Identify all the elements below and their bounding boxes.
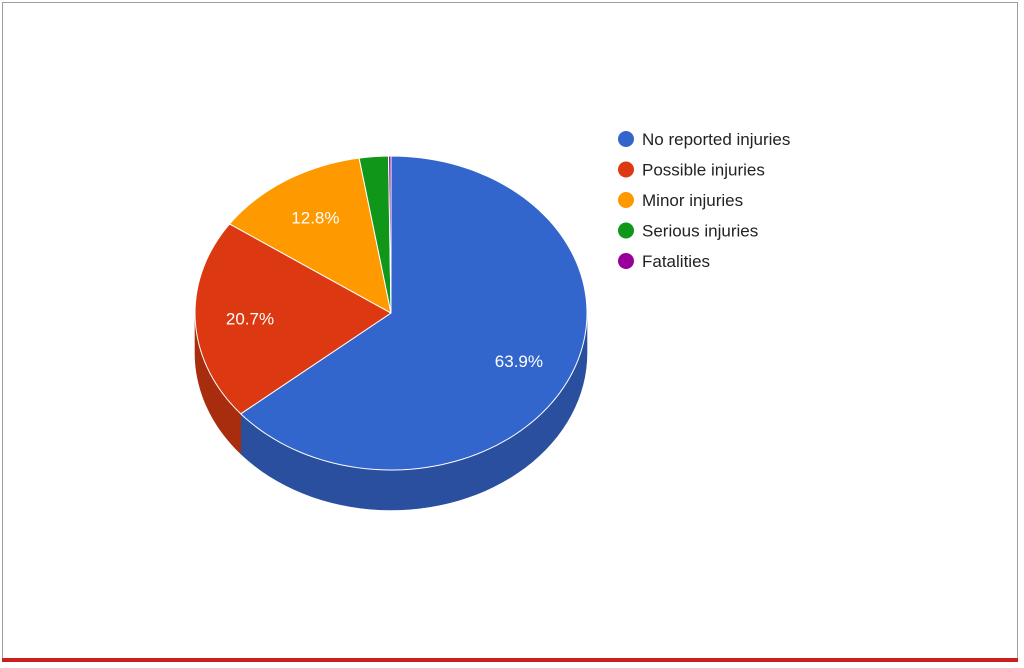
data-label-no-reported-injuries: 63.9%	[495, 352, 543, 371]
pie-slice-possible-injuries[interactable]	[194, 223, 392, 415]
legend-swatch	[618, 131, 634, 147]
legend-swatch	[618, 253, 634, 269]
legend-item-serious-injuries[interactable]: Serious injuries	[618, 222, 758, 241]
pie-slice-no-reported-injuries[interactable]	[240, 155, 588, 471]
chart-legend: No reported injuries Possible injuries Min…	[618, 130, 790, 271]
legend-label: Minor injuries	[642, 191, 743, 210]
pie-slice-fatalities[interactable]	[388, 155, 392, 314]
legend-item-no-reported-injuries[interactable]: No reported injuries	[618, 130, 790, 149]
legend-label: Fatalities	[642, 252, 710, 271]
bottom-rule	[2, 658, 1018, 662]
data-label-minor-injuries: 12.8%	[291, 209, 339, 228]
pie-data-labels: 63.9% 20.7% 12.8%	[226, 209, 543, 371]
legend-label: Serious injuries	[642, 222, 758, 241]
legend-swatch	[618, 161, 634, 178]
legend-swatch	[618, 192, 634, 208]
legend-label: No reported injuries	[642, 130, 790, 149]
pie-top-face	[194, 155, 588, 471]
legend-swatch	[618, 222, 634, 239]
data-label-possible-injuries: 20.7%	[226, 309, 274, 328]
legend-item-possible-injuries[interactable]: Possible injuries	[618, 161, 765, 180]
pie-slice-minor-injuries[interactable]	[229, 157, 392, 314]
legend-item-fatalities[interactable]: Fatalities	[618, 252, 710, 271]
legend-item-minor-injuries[interactable]: Minor injuries	[618, 191, 743, 210]
legend-label: Possible injuries	[642, 161, 765, 180]
